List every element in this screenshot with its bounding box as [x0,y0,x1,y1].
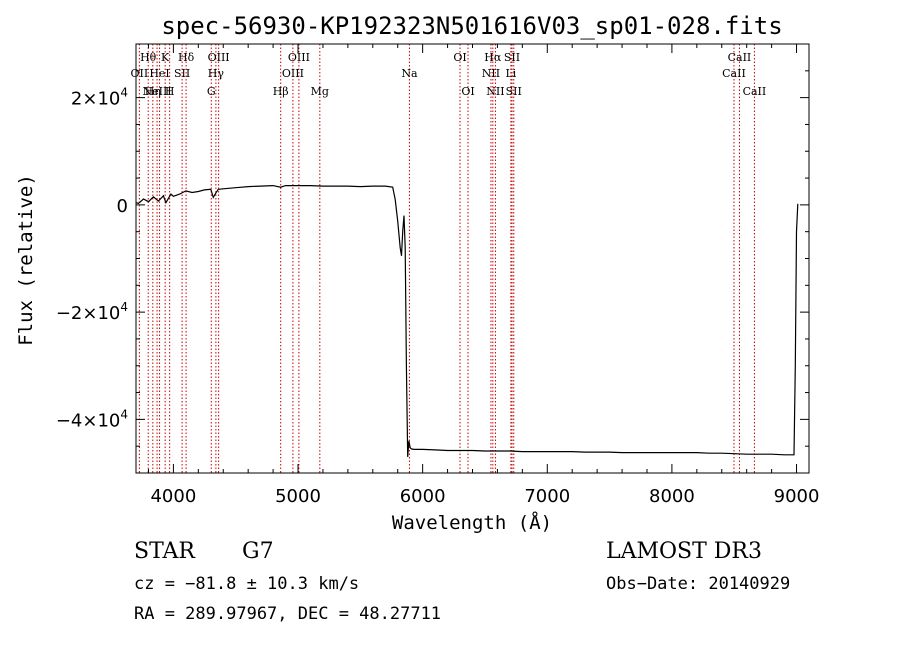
x-axis-ticks: 4000 5000 6000 7000 8000 9000 [147,44,820,507]
x-tick-label: 8000 [649,486,695,507]
line-marker-label: OII [131,67,149,80]
x-tick-label: 9000 [774,486,820,507]
y-axis-ticks: 2×104 0 −2×104 −4×104 [56,43,809,474]
line-marker-label: SII [504,51,520,64]
line-marker-label: OIII [282,67,304,80]
y-tick-label: 2×104 [71,86,128,110]
y-tick-label: 0 [117,196,128,217]
line-marker-label: CaII [743,85,767,98]
line-marker-label: Hγ [208,67,225,80]
survey-name: LAMOST DR3 [606,539,762,564]
line-marker-label: HeI [149,67,169,80]
line-markers [138,44,755,473]
x-tick-label: 4000 [150,486,196,507]
line-marker-label: Hβ [273,85,289,98]
x-tick-label: 7000 [524,486,570,507]
y-tick-label: −2×104 [56,300,128,324]
line-marker-label: OI [453,51,466,64]
line-marker-label: SII [506,85,522,98]
x-tick-label: 6000 [400,486,446,507]
redshift-cz: cz = −81.8 ± 10.3 km/s [134,574,359,594]
x-tick-label: 5000 [275,486,321,507]
line-marker-label: Hη [145,85,161,98]
line-marker-label: NII [482,67,500,80]
line-marker-label: NII [486,85,504,98]
line-marker-label: Hθ [140,51,157,64]
line-marker-label: NeIII [142,85,171,98]
line-marker-label: H [165,85,175,98]
line-marker-label: Hδ [178,51,195,64]
y-axis-label: Flux (relative) [15,174,37,346]
line-marker-label: CaII [728,51,752,64]
chart-title: spec-56930-KP192323N501616V03_sp01-028.f… [161,12,782,40]
line-marker-label: CaII [722,67,746,80]
line-marker-label: Mg [311,85,329,98]
line-marker-label: Na [401,67,418,80]
line-marker-label: G [207,85,216,98]
object-subclass: G7 [242,539,274,564]
x-axis-label: Wavelength (Å) [392,511,552,534]
object-class: STAR [134,539,196,564]
line-marker-label: K [161,51,170,64]
line-marker-label: OI [461,85,474,98]
coordinates: RA = 289.97967, DEC = 48.27711 [134,604,441,624]
observation-date: Obs−Date: 20140929 [606,574,790,594]
line-marker-label: Hα [484,51,502,64]
line-marker-label: SII [174,67,190,80]
line-marker-label: OIII [208,51,230,64]
line-marker-label: Li [505,67,516,80]
y-tick-label: −4×104 [56,407,128,431]
line-marker-label: OIII [288,51,310,64]
